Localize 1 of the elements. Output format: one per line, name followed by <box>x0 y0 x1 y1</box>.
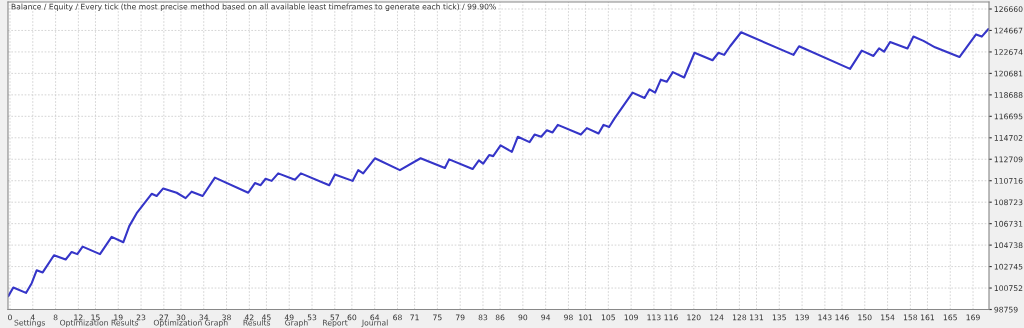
line-series <box>8 27 989 298</box>
